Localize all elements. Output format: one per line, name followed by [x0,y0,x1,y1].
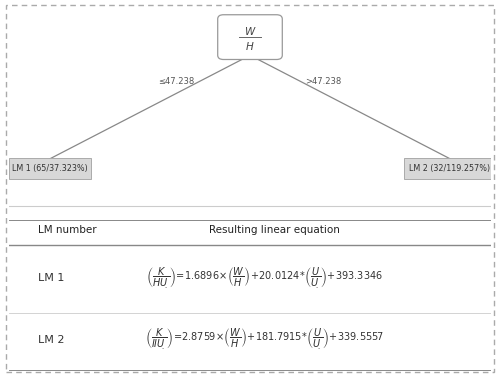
FancyBboxPatch shape [9,158,91,179]
FancyBboxPatch shape [218,15,282,60]
Text: $W$: $W$ [244,25,256,37]
FancyBboxPatch shape [404,158,496,179]
Text: $H$: $H$ [245,40,255,52]
Text: $\left(\dfrac{K}{HU_{\!\!.}}\right)\!=\!1.6896\!\times\!\left(\dfrac{W}{H}\right: $\left(\dfrac{K}{HU_{\!\!.}}\right)\!=\!… [146,266,383,291]
Text: ≤47.238: ≤47.238 [158,77,194,86]
Text: LM 2: LM 2 [38,335,64,345]
Text: LM 1: LM 1 [38,273,64,283]
Text: LM 2 (32/119.257%): LM 2 (32/119.257%) [410,164,490,173]
Text: $\left(\dfrac{K}{IIU_{\!\!.}}\right)\!=\!2.8759\!\times\!\left(\dfrac{W}{H}\righ: $\left(\dfrac{K}{IIU_{\!\!.}}\right)\!=\… [145,327,384,352]
Text: LM 1 (65/37.323%): LM 1 (65/37.323%) [12,164,88,173]
Text: Resulting linear equation: Resulting linear equation [208,225,340,235]
Text: >47.238: >47.238 [306,77,342,86]
Text: LM number: LM number [38,225,96,235]
